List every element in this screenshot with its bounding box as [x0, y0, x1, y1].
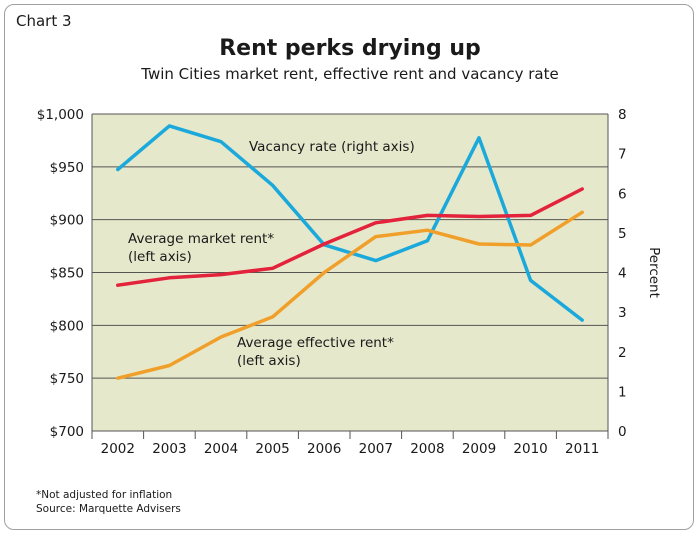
x-tick-label: 2011 — [565, 441, 599, 457]
chart-frame — [4, 4, 694, 530]
series-line-market — [116, 187, 584, 287]
series-annotations: Vacancy rate (right axis) Average market … — [128, 139, 415, 369]
series-label-effective: (left axis) — [237, 353, 301, 369]
left-tick-label: $900 — [50, 213, 84, 229]
x-tick-label: 2010 — [513, 441, 547, 457]
series-line-effective — [116, 210, 584, 380]
x-tick-label: 2003 — [152, 441, 186, 457]
right-axis-ticks: 0 1 2 3 4 5 6 7 8 — [618, 107, 627, 440]
right-tick-label: 7 — [618, 147, 627, 163]
right-tick-label: 3 — [618, 305, 627, 321]
x-tick-label: 2009 — [462, 441, 496, 457]
right-axis-title: Percent — [646, 247, 662, 298]
right-tick-label: 0 — [618, 424, 627, 440]
left-axis-ticks: $700 $750 $800 $850 $900 $950 $1,000 — [37, 107, 84, 440]
x-tick-label: 2004 — [204, 441, 238, 457]
right-tick-label: 2 — [618, 345, 627, 361]
chart-number-label: Chart 3 — [16, 12, 72, 30]
series-label-vacancy: Vacancy rate (right axis) — [249, 139, 415, 155]
right-tick-label: 1 — [618, 384, 627, 400]
series-label-market: (left axis) — [128, 249, 192, 265]
x-axis-ticks: 2002 2003 2004 2005 2006 2007 2008 2009 2010 2011 — [91, 431, 609, 457]
right-tick-label: 4 — [618, 266, 627, 282]
footnote-inflation: *Not adjusted for inflation — [36, 489, 173, 501]
right-tick-label: 5 — [618, 226, 627, 242]
x-tick-label: 2008 — [410, 441, 444, 457]
series-lines — [116, 124, 584, 380]
left-tick-label: $850 — [50, 266, 84, 282]
x-tick-label: 2007 — [359, 441, 393, 457]
series-label-market: Average market rent* — [128, 231, 274, 247]
left-tick-label: $1,000 — [37, 107, 84, 123]
footnotes: *Not adjusted for inflation Source: Marq… — [36, 488, 181, 516]
left-tick-label: $800 — [50, 318, 84, 334]
left-tick-label: $700 — [50, 424, 84, 440]
x-tick-label: 2002 — [101, 441, 135, 457]
x-tick-label: 2005 — [255, 441, 289, 457]
footnote-source: Source: Marquette Advisers — [36, 503, 181, 515]
chart-subtitle: Twin Cities market rent, effective rent … — [141, 65, 559, 83]
series-label-effective: Average effective rent* — [237, 335, 394, 351]
left-tick-label: $750 — [50, 371, 84, 387]
x-tick-label: 2006 — [307, 441, 341, 457]
chart-title: Rent perks drying up — [219, 36, 481, 61]
right-tick-label: 8 — [618, 107, 627, 123]
right-tick-label: 6 — [618, 186, 627, 202]
left-tick-label: $950 — [50, 160, 84, 176]
